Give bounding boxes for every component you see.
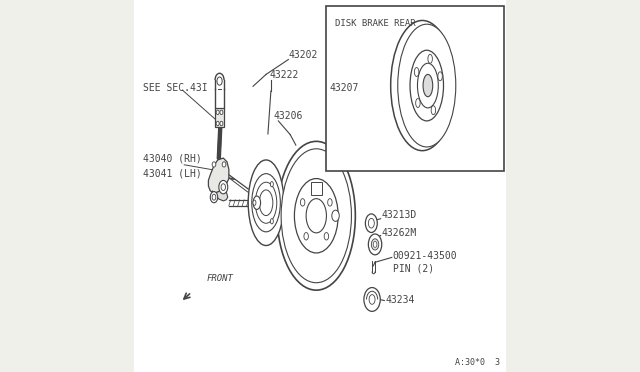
Ellipse shape (252, 174, 280, 232)
Ellipse shape (438, 72, 442, 81)
Ellipse shape (431, 106, 436, 115)
Ellipse shape (277, 141, 355, 290)
Ellipse shape (417, 63, 438, 108)
Text: SEE SEC.43I: SEE SEC.43I (143, 83, 208, 93)
Ellipse shape (219, 180, 228, 194)
Polygon shape (215, 108, 224, 127)
Ellipse shape (300, 199, 305, 206)
Text: FRONT: FRONT (207, 274, 234, 283)
Ellipse shape (255, 182, 276, 223)
Ellipse shape (428, 54, 433, 63)
Ellipse shape (270, 219, 273, 224)
Text: 43206: 43206 (273, 111, 303, 121)
Ellipse shape (294, 179, 338, 253)
Ellipse shape (220, 121, 223, 126)
Text: A:30*0  3: A:30*0 3 (456, 357, 500, 366)
Polygon shape (310, 182, 322, 195)
Ellipse shape (221, 184, 225, 190)
Text: DISK BRAKE REAR: DISK BRAKE REAR (335, 19, 415, 28)
Ellipse shape (373, 241, 377, 247)
Ellipse shape (397, 24, 456, 147)
Ellipse shape (369, 234, 381, 255)
Text: 00921-43500: 00921-43500 (392, 250, 457, 260)
Bar (326, 6, 504, 171)
Text: 43234: 43234 (385, 295, 415, 305)
Ellipse shape (371, 239, 379, 250)
Ellipse shape (332, 210, 339, 221)
Text: 43040 (RH): 43040 (RH) (143, 154, 202, 164)
Ellipse shape (328, 199, 332, 206)
Ellipse shape (314, 185, 319, 193)
Ellipse shape (222, 162, 226, 167)
Ellipse shape (216, 110, 219, 115)
Ellipse shape (216, 121, 219, 126)
Text: PIN (2): PIN (2) (392, 263, 434, 273)
Ellipse shape (217, 77, 222, 85)
Ellipse shape (259, 190, 273, 215)
Text: 43202: 43202 (289, 49, 317, 60)
Ellipse shape (414, 68, 419, 77)
Text: 43207: 43207 (330, 83, 358, 93)
Ellipse shape (248, 160, 284, 246)
Ellipse shape (390, 20, 454, 151)
Ellipse shape (253, 196, 260, 209)
Ellipse shape (281, 149, 351, 283)
Ellipse shape (423, 74, 433, 97)
Ellipse shape (369, 218, 374, 228)
Ellipse shape (410, 50, 444, 121)
Polygon shape (212, 188, 228, 201)
Ellipse shape (415, 99, 420, 108)
Ellipse shape (364, 288, 380, 311)
Ellipse shape (220, 110, 223, 115)
Ellipse shape (304, 232, 308, 240)
Ellipse shape (306, 199, 326, 233)
Ellipse shape (212, 194, 216, 200)
Polygon shape (209, 158, 229, 193)
Ellipse shape (253, 200, 256, 205)
Ellipse shape (270, 182, 273, 187)
Ellipse shape (369, 295, 375, 304)
Ellipse shape (365, 214, 378, 232)
Ellipse shape (211, 192, 218, 203)
Ellipse shape (324, 232, 328, 240)
Ellipse shape (212, 162, 216, 167)
Text: 43262M: 43262M (381, 228, 417, 238)
Text: 43213D: 43213D (381, 209, 417, 219)
Text: 43041 (LH): 43041 (LH) (143, 169, 202, 179)
Text: 43222: 43222 (270, 70, 299, 80)
